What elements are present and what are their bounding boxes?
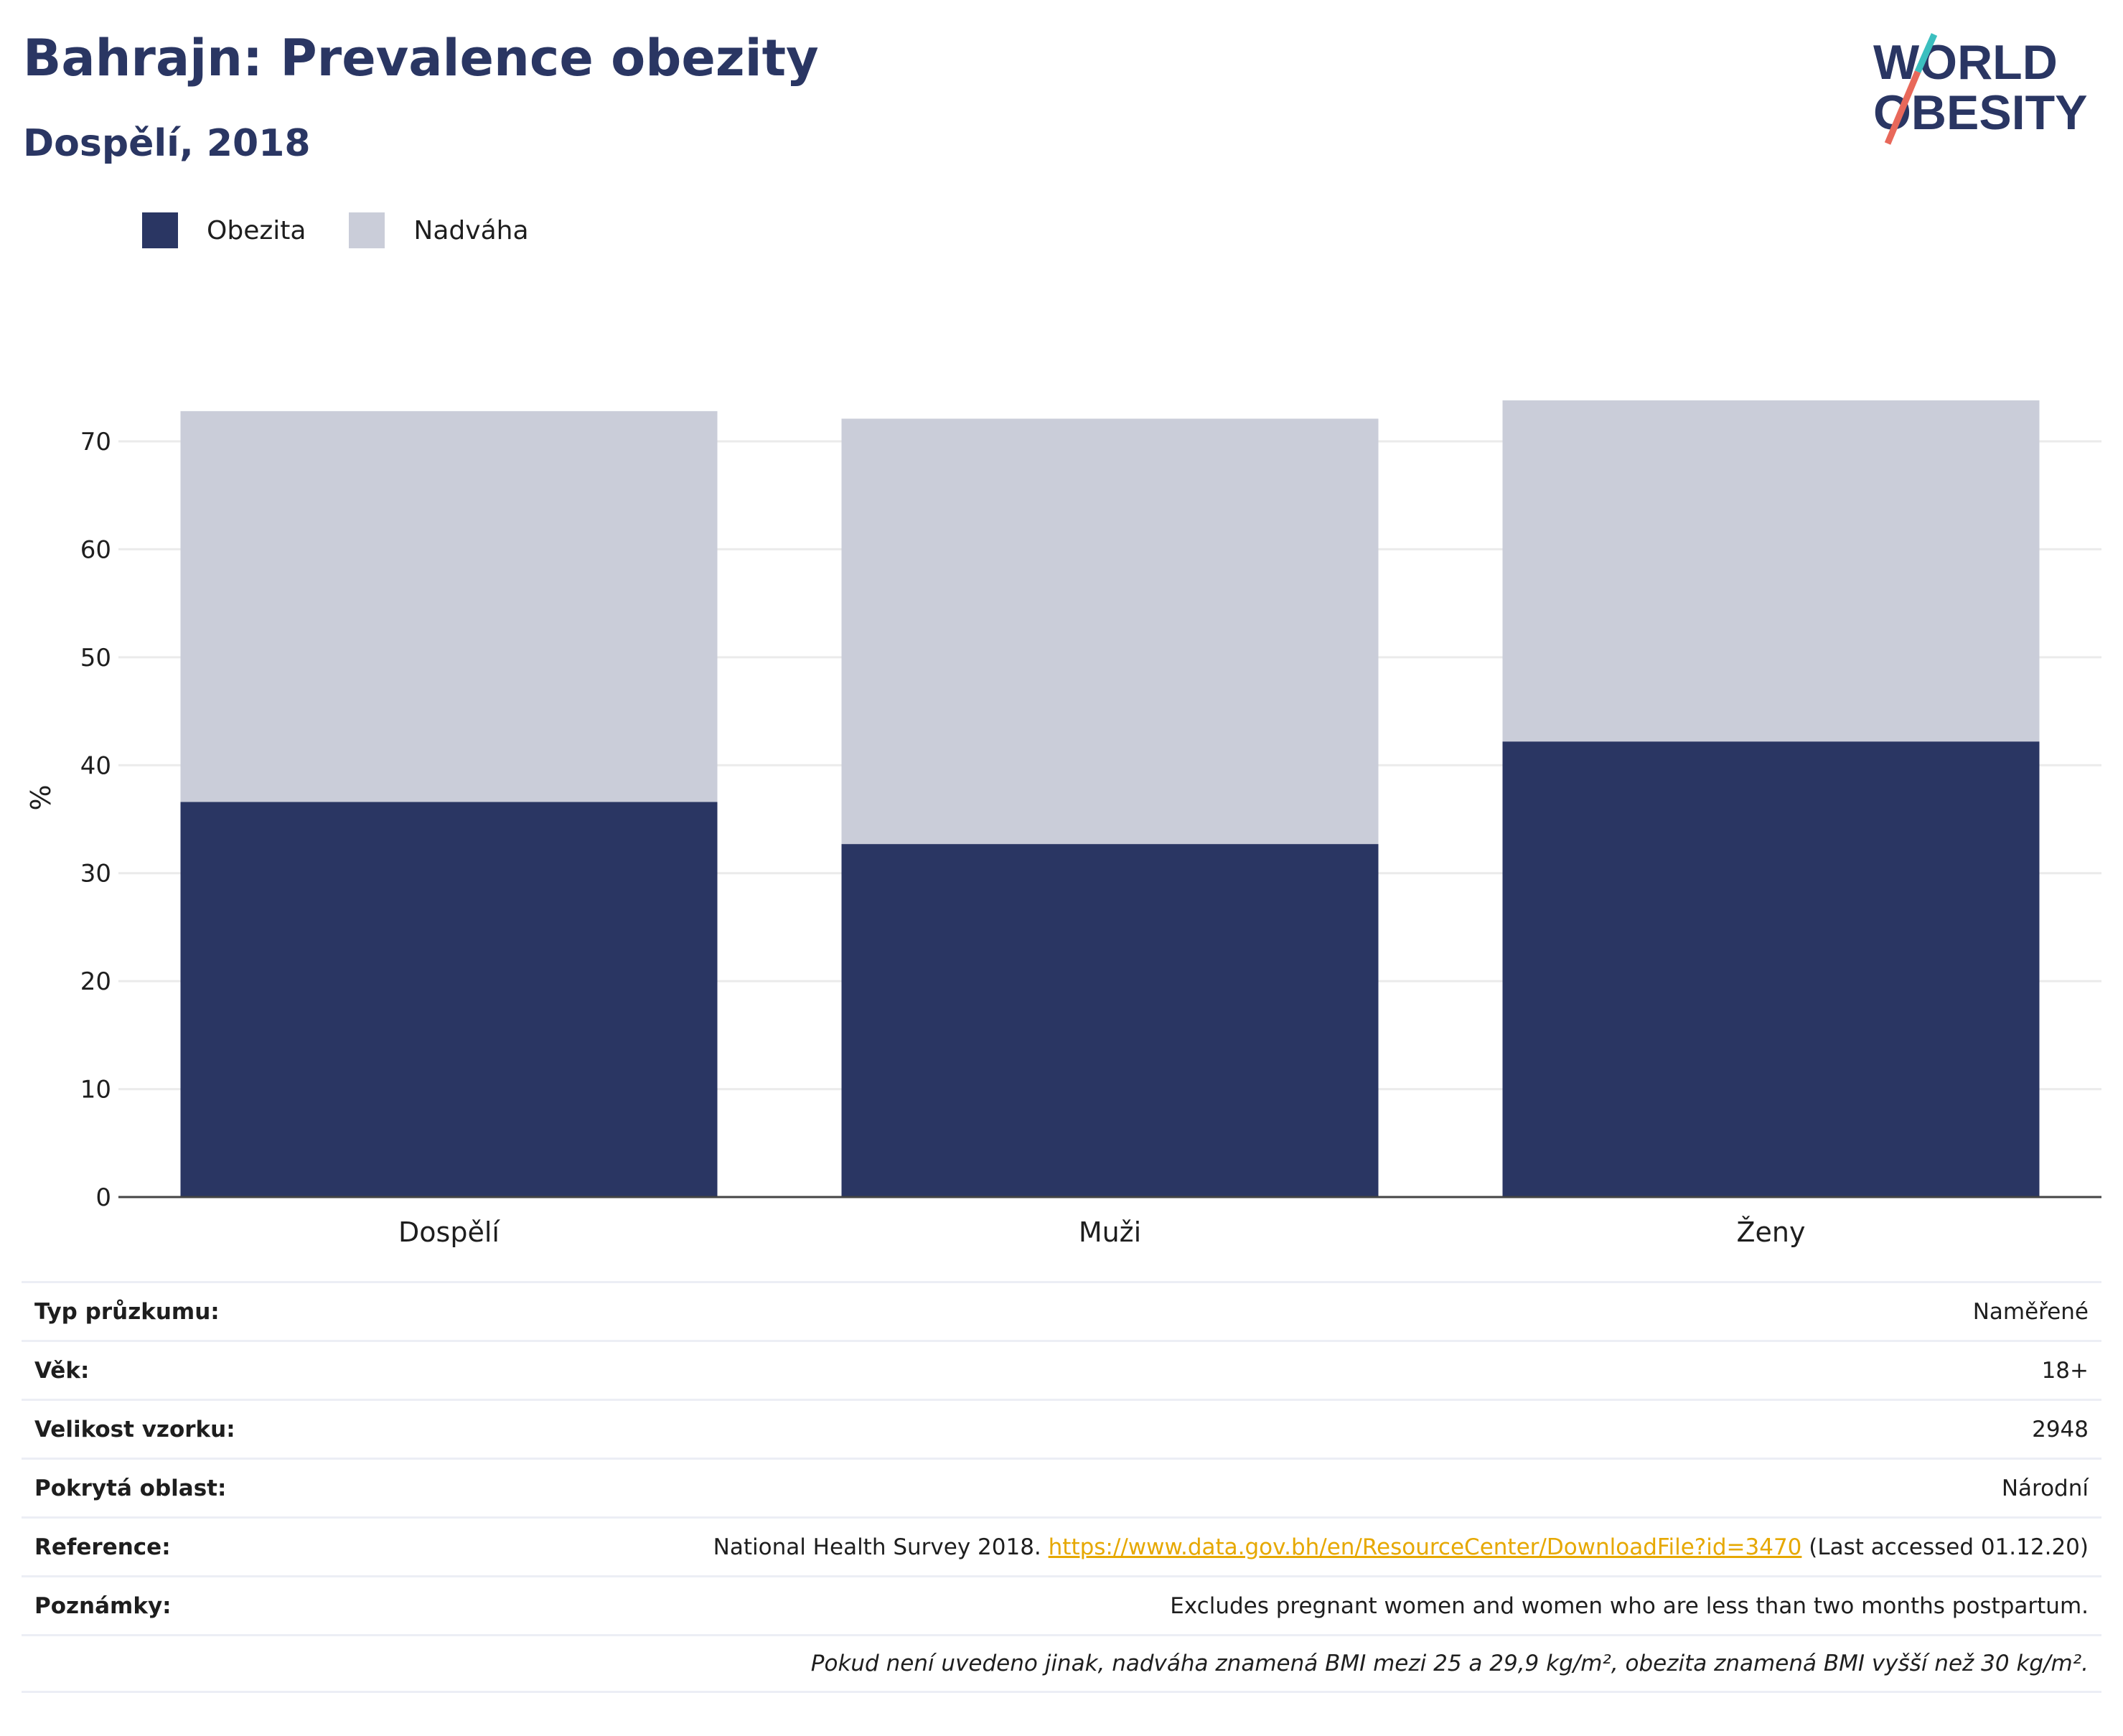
info-row-coverage: Pokrytá oblast: Národní	[22, 1458, 2101, 1516]
info-label: Pokrytá oblast:	[34, 1475, 227, 1501]
legend-label-overweight: Nadváha	[413, 215, 529, 245]
legend-swatch-obesity	[142, 212, 178, 248]
bar-obesity	[180, 802, 718, 1197]
y-tick-label: 0	[95, 1183, 111, 1212]
reference-value: National Health Survey 2018. https://www…	[713, 1534, 2089, 1560]
survey-info-table: Typ průzkumu: Naměřené Věk: 18+ Velikost…	[22, 1281, 2101, 1693]
bar-obesity	[1502, 741, 2040, 1197]
info-value: Národní	[2001, 1475, 2089, 1501]
chart-title: Bahrajn: Prevalence obezity	[23, 29, 819, 88]
bar-obesity	[841, 844, 1379, 1197]
x-tick-label: Dospělí	[398, 1216, 500, 1248]
bar-chart: 0 10 20 30 40 50 60 70% Dospělí Muži Ženy	[25, 400, 2101, 1248]
info-label: Typ průzkumu:	[34, 1298, 220, 1325]
reference-suffix: (Last accessed 01.12.20)	[1809, 1534, 2089, 1560]
legend-swatch-overweight	[349, 212, 385, 248]
y-tick-label: 20	[80, 967, 111, 996]
info-label: Poznámky:	[34, 1592, 172, 1619]
info-row-sample-size: Velikost vzorku: 2948	[22, 1399, 2101, 1458]
info-row-footnote: Pokud není uvedeno jinak, nadváha znamen…	[22, 1634, 2101, 1693]
reference-prefix: National Health Survey 2018.	[713, 1534, 1041, 1560]
info-value: 2948	[2032, 1416, 2089, 1442]
legend-item-overweight: Nadváha	[349, 212, 529, 248]
y-tick-label: 10	[80, 1076, 111, 1104]
info-row-reference: Reference: National Health Survey 2018. …	[22, 1516, 2101, 1575]
logo-line1: WORLD	[1873, 35, 2058, 90]
info-label: Věk:	[34, 1357, 90, 1384]
definition-footnote: Pokud není uvedeno jinak, nadváha znamen…	[810, 1651, 2089, 1676]
x-tick-label: Ženy	[1737, 1216, 1806, 1248]
info-label: Velikost vzorku:	[34, 1416, 235, 1442]
info-value: Naměřené	[1972, 1298, 2089, 1325]
y-axis-label: %	[25, 784, 57, 810]
y-tick-label: 60	[80, 535, 111, 564]
info-row-survey-type: Typ průzkumu: Naměřené	[22, 1281, 2101, 1340]
y-tick-label: 70	[80, 428, 111, 456]
bar-overweight	[1502, 400, 2040, 742]
info-row-notes: Poznámky: Excludes pregnant women and wo…	[22, 1575, 2101, 1634]
legend-label-obesity: Obezita	[207, 215, 306, 245]
y-tick-label: 40	[80, 751, 111, 780]
chart-legend: Obezita Nadváha	[142, 212, 572, 248]
x-tick-label: Muži	[1079, 1216, 1141, 1248]
info-value: 18+	[2041, 1357, 2089, 1384]
info-row-age: Věk: 18+	[22, 1340, 2101, 1399]
world-obesity-logo: WORLD OBESITY	[1873, 33, 2088, 145]
y-tick-label: 50	[80, 644, 111, 672]
legend-item-obesity: Obezita	[142, 212, 306, 248]
reference-link[interactable]: https://www.data.gov.bh/en/ResourceCente…	[1048, 1534, 1802, 1560]
bar-overweight	[180, 410, 718, 802]
chart-subtitle: Dospělí, 2018	[23, 122, 311, 165]
info-label: Reference:	[34, 1534, 171, 1560]
info-value: Excludes pregnant women and women who ar…	[1170, 1592, 2089, 1619]
y-tick-label: 30	[80, 860, 111, 888]
bar-overweight	[841, 418, 1379, 845]
